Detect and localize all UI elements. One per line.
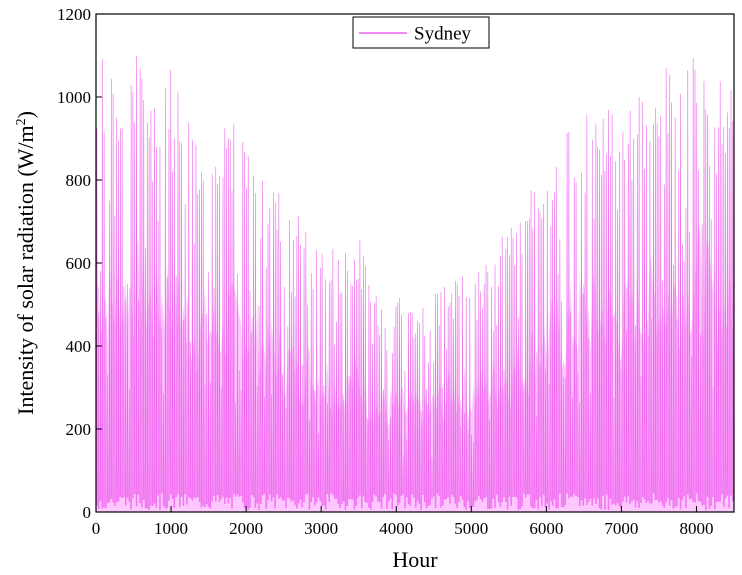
y-tick-label: 400	[66, 337, 92, 356]
legend: Sydney	[352, 16, 490, 49]
x-tick-label: 8000	[679, 519, 713, 538]
x-tick-label: 1000	[154, 519, 188, 538]
x-tick-label: 5000	[454, 519, 488, 538]
x-tick-label: 0	[92, 519, 101, 538]
y-axis-title-main: Intensity of solar radiation (W/m	[13, 125, 38, 415]
x-tick-label: 4000	[379, 519, 413, 538]
y-tick-label: 200	[66, 420, 92, 439]
y-tick-label: 0	[83, 503, 92, 522]
y-tick-label: 1000	[57, 88, 91, 107]
series-sydney-group	[96, 55, 734, 512]
series-sydney-line	[96, 55, 734, 510]
y-axis-title: Intensity of solar radiation (W/m2)	[13, 111, 38, 415]
x-tick-label: 2000	[229, 519, 263, 538]
x-axis: 0 1000 2000 3000 4000 5000 6000 7000 8000	[92, 506, 713, 538]
y-axis-title-close: )	[13, 111, 38, 118]
x-tick-label: 7000	[604, 519, 638, 538]
y-axis-title-superscript: 2	[14, 118, 29, 125]
plot-area	[96, 55, 734, 512]
y-tick-label: 800	[66, 171, 92, 190]
y-tick-label: 600	[66, 254, 92, 273]
x-tick-label: 3000	[304, 519, 338, 538]
x-axis-title: Hour	[392, 547, 438, 572]
legend-label-sydney: Sydney	[414, 24, 472, 45]
y-tick-label: 1200	[57, 5, 91, 24]
y-axis: 0 200 400 600 800 1000 1200	[57, 5, 102, 522]
x-tick-label: 6000	[529, 519, 563, 538]
